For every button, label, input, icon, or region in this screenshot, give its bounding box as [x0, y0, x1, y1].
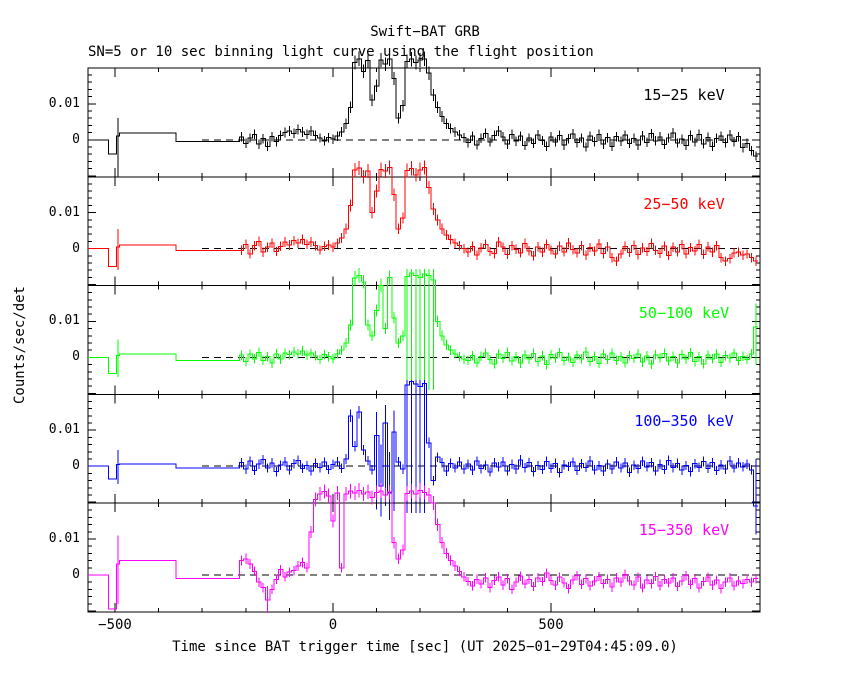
- x-tick-label-minus500: −500: [98, 617, 132, 633]
- y-tick-label: 0.01: [48, 422, 80, 438]
- band-label-100-350-kev: 100−350 keV: [634, 412, 734, 431]
- series-step-line-3: [88, 381, 759, 507]
- y-tick-label: 0.01: [48, 313, 80, 329]
- band-label-50-100-kev: 50−100 keV: [638, 303, 730, 322]
- y-tick-label: 0: [72, 131, 80, 147]
- panel-border: [87, 502, 761, 613]
- band-label-15-25-kev: 15−25 keV: [643, 86, 725, 104]
- error-bars-0: [117, 51, 757, 178]
- series-step-line-4: [88, 489, 759, 610]
- y-tick-label: 0: [72, 240, 80, 256]
- x-axis-label: Time since BAT trigger time [sec] (UT 20…: [172, 639, 678, 655]
- series-step-line-2: [88, 272, 759, 375]
- plot-subtitle: SN=5 or 10 sec binning light curve using…: [88, 44, 594, 60]
- y-axis-label: Counts/sec/det: [12, 286, 28, 405]
- y-tick-label: 0.01: [48, 204, 80, 220]
- x-tick-label-0: 0: [328, 617, 338, 633]
- y-tick-label: 0.01: [48, 531, 80, 546]
- panel-border: [87, 393, 761, 504]
- series-step-line-0: [88, 58, 759, 157]
- x-tick-label-500: 500: [538, 617, 564, 633]
- y-tick-label: 0: [72, 567, 80, 582]
- y-tick-label: 0: [72, 458, 80, 474]
- panel-border: [87, 67, 761, 178]
- error-bars-2: [117, 268, 757, 390]
- y-tick-label: 0.01: [48, 95, 80, 111]
- y-tick-label: 0: [72, 349, 80, 365]
- plot-title: Swift−BAT GRB: [370, 24, 480, 40]
- series-step-line-1: [88, 167, 759, 268]
- error-bars-4: [117, 483, 757, 613]
- panel-border: [87, 176, 761, 287]
- band-label-15-350-kev: 15−350 keV: [638, 521, 730, 540]
- panel-border: [87, 285, 761, 395]
- band-label-25-50-kev: 25−50 keV: [643, 194, 725, 213]
